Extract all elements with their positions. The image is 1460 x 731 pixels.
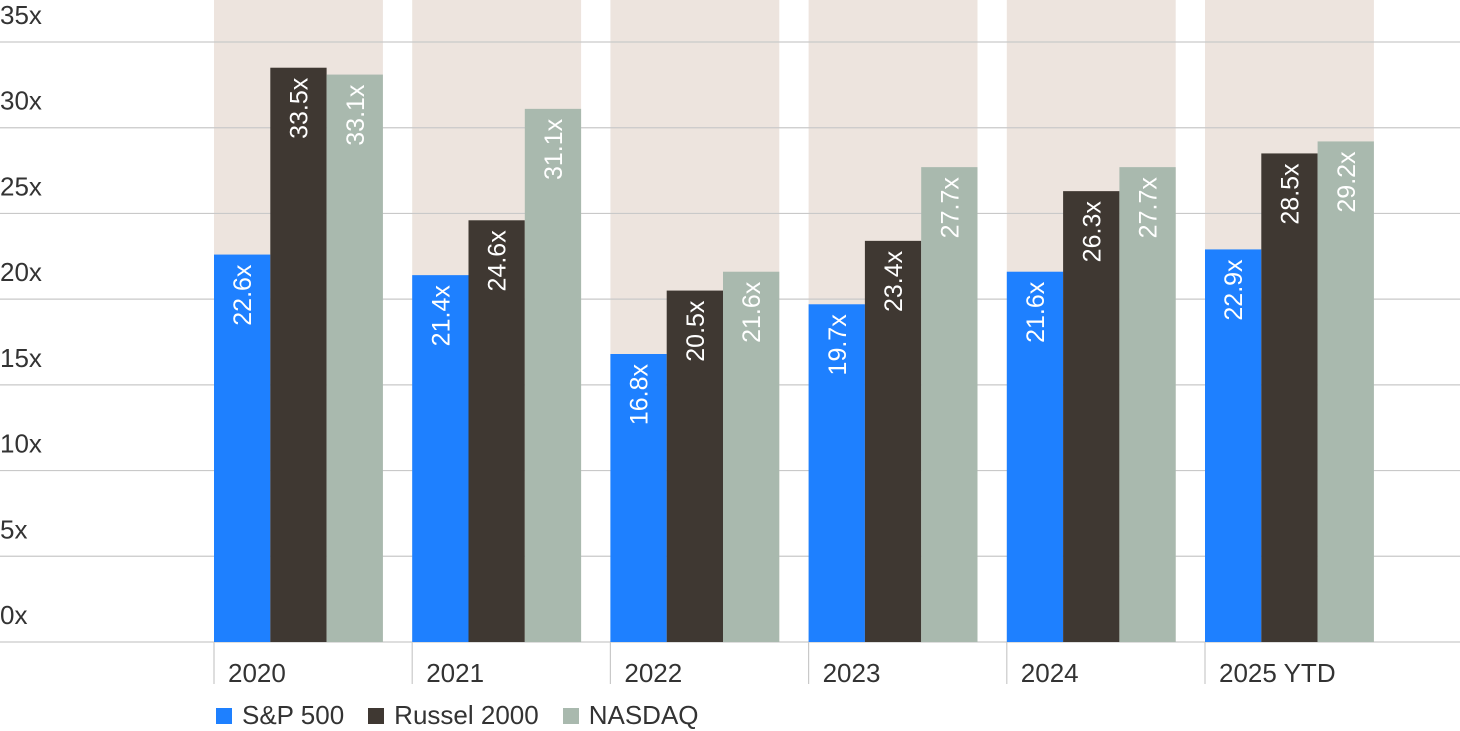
legend-label-nasdaq: NASDAQ [588, 700, 699, 730]
data-label-nasdaq-2023: 27.7x [936, 177, 964, 239]
legend: S&P 500 Russel 2000 NASDAQ [216, 700, 699, 731]
data-label-russel-2000-2022: 20.5x [682, 300, 710, 362]
x-tick-label-2024: 2024 [1021, 658, 1079, 688]
x-tick-label-2022: 2022 [624, 658, 682, 688]
data-label-s-p-500-2022: 16.8x [626, 364, 654, 426]
bar-nasdaq-2023 [921, 167, 978, 642]
bar-nasdaq-2024 [1119, 167, 1176, 642]
data-label-russel-2000-2023: 23.4x [880, 250, 908, 312]
data-label-nasdaq-2021: 31.1x [540, 118, 568, 180]
x-tick-label-2023: 2023 [823, 658, 881, 688]
y-tick-label: 25x [0, 171, 42, 201]
legend-swatch-nasdaq [562, 707, 579, 724]
bar-s-p-500-2022 [610, 354, 667, 642]
bar-s-p-500-2024 [1006, 271, 1064, 642]
data-label-russel-2000-2025-ytd: 28.5x [1276, 163, 1304, 225]
y-tick-label: 0x [0, 600, 27, 630]
legend-item-sp500: S&P 500 [216, 700, 344, 731]
data-label-russel-2000-2021: 24.6x [484, 230, 512, 292]
x-tick-label-2020: 2020 [228, 658, 286, 688]
bar-s-p-500-2021 [412, 275, 469, 642]
legend-swatch-sp500 [216, 707, 232, 724]
bar-russel-2000-2022 [666, 290, 723, 642]
legend-item-nasdaq: NASDAQ [562, 700, 699, 731]
bar-s-p-500-2020 [214, 254, 271, 643]
bar-russel-2000-2020 [270, 67, 327, 642]
y-tick-label: 35x [0, 0, 42, 30]
data-label-nasdaq-2025-ytd: 29.2x [1333, 151, 1361, 213]
x-tick-label-2025-ytd: 2025 YTD [1219, 658, 1336, 688]
bar-russel-2000-2021 [468, 220, 525, 643]
bar-russel-2000-2024 [1063, 191, 1120, 642]
data-label-s-p-500-2023: 19.7x [824, 314, 852, 376]
x-tick-label-2021: 2021 [426, 658, 484, 688]
bar-nasdaq-2025-ytd [1317, 141, 1374, 642]
legend-label-sp500: S&P 500 [242, 700, 345, 730]
data-label-s-p-500-2025-ytd: 22.9x [1220, 259, 1248, 321]
bar-s-p-500-2023 [808, 304, 865, 642]
bar-nasdaq-2020 [326, 74, 383, 643]
data-label-russel-2000-2020: 33.5x [285, 77, 313, 139]
legend-item-russel-2000: Russel 2000 [368, 700, 539, 731]
data-label-nasdaq-2020: 33.1x [342, 84, 370, 146]
bar-nasdaq-2022 [723, 271, 780, 642]
bar-chart-svg: 22.6x 21.4x 16.8x 19.7x 21.6x 22.9x 33.5x 24.6x… [0, 0, 1460, 688]
data-label-nasdaq-2024: 27.7x [1135, 177, 1163, 239]
y-tick-label: 15x [0, 343, 42, 373]
bar-nasdaq-2021 [524, 108, 582, 643]
data-label-russel-2000-2024: 26.3x [1078, 201, 1106, 263]
data-label-s-p-500-2020: 22.6x [229, 264, 257, 326]
legend-label-russel-2000: Russel 2000 [394, 700, 539, 730]
y-tick-label: 30x [0, 86, 42, 116]
data-label-s-p-500-2021: 21.4x [427, 285, 455, 347]
bar-s-p-500-2025-ytd [1205, 249, 1262, 642]
data-label-nasdaq-2022: 21.6x [738, 281, 766, 343]
bar-russel-2000-2025-ytd [1261, 153, 1318, 642]
data-label-s-p-500-2024: 21.6x [1022, 281, 1050, 343]
y-tick-label: 20x [0, 257, 42, 287]
bar-russel-2000-2023 [864, 240, 922, 642]
y-tick-label: 10x [0, 429, 42, 459]
y-tick-label: 5x [0, 514, 27, 544]
legend-swatch-russel-2000 [368, 707, 385, 724]
